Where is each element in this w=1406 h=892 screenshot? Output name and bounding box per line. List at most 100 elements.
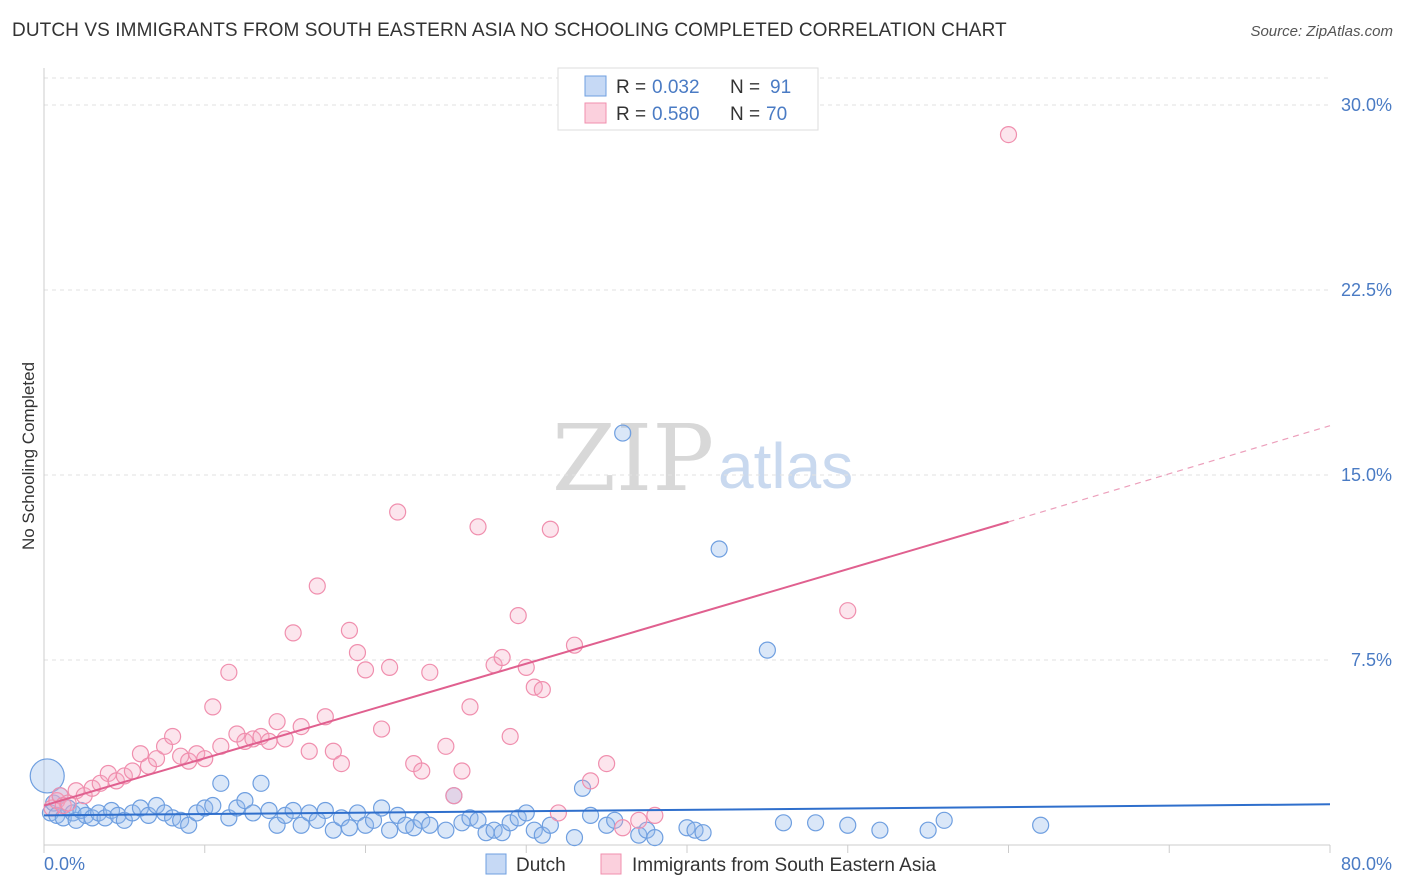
chart-source: Source: ZipAtlas.com <box>1250 23 1393 40</box>
dutch-point <box>252 774 270 792</box>
y-tick-label: 22.5% <box>1341 280 1392 300</box>
dutch-point <box>276 806 294 825</box>
dutch-point <box>694 824 712 842</box>
immigrants-point <box>300 742 318 760</box>
bottom-legend-swatch-dutch <box>485 853 507 875</box>
immigrants-point <box>268 713 286 731</box>
immigrants-point <box>188 745 206 763</box>
immigrants-point <box>614 819 632 837</box>
immigrants-point <box>541 520 559 538</box>
dutch-point <box>541 816 559 834</box>
immigrants-point <box>381 658 399 677</box>
dutch-point <box>919 821 937 839</box>
legend-swatch-immigrants <box>584 102 607 124</box>
immigrants-point <box>839 602 857 620</box>
immigrants-point <box>646 806 664 825</box>
stats-legend: R = 0.032 N = 91 R = 0.580 N = 70 <box>557 67 819 131</box>
x-tick-label-max: 80.0% <box>1341 854 1392 874</box>
immigrants-point <box>999 126 1018 144</box>
legend-r-value-dutch: 0.032 <box>652 77 700 98</box>
dutch-point <box>501 814 519 832</box>
immigrants-point <box>461 698 479 716</box>
immigrants-point <box>123 762 142 780</box>
dutch-point <box>180 816 198 834</box>
immigrants-point <box>284 624 302 642</box>
dutch-trend-line <box>43 803 1331 817</box>
dutch-point <box>1032 816 1050 834</box>
immigrants-point <box>549 804 568 822</box>
dutch-point <box>565 828 584 847</box>
dutch-point <box>155 804 174 822</box>
bottom-legend: Dutch Immigrants from South Eastern Asia <box>485 853 937 876</box>
dutch-point <box>774 814 793 832</box>
dutch-point <box>525 821 543 839</box>
immigrants-point <box>493 648 511 667</box>
immigrants-point <box>147 750 166 768</box>
dutch-point <box>437 821 455 839</box>
y-tick-labels: 7.5% 15.0% 22.5% 30.0% <box>1341 95 1392 670</box>
dutch-point <box>421 816 439 834</box>
legend-r-value-immigrants: 0.580 <box>652 104 700 125</box>
dutch-point <box>806 814 825 832</box>
immigrants-point <box>533 680 551 699</box>
dutch-point <box>517 804 535 822</box>
dutch-point <box>509 809 527 827</box>
dutch-point <box>29 758 65 794</box>
immigrants-point <box>324 742 342 760</box>
immigrants-point <box>220 663 238 681</box>
legend-r-label-dutch: R = <box>616 77 646 98</box>
dutch-point <box>614 424 632 442</box>
y-tick-label: 15.0% <box>1341 465 1392 485</box>
dutch-point <box>316 801 334 820</box>
watermark-zip: ZIP <box>552 405 714 512</box>
immigrants-point <box>356 661 375 679</box>
immigrants-point <box>389 503 407 521</box>
y-axis-label: No Schooling Completed <box>19 362 38 550</box>
bottom-legend-label-dutch: Dutch <box>516 855 566 876</box>
dutch-point <box>212 774 230 792</box>
dutch-point <box>381 821 399 839</box>
immigrants-point <box>348 643 367 662</box>
dutch-point <box>260 801 278 820</box>
dutch-point <box>292 816 310 834</box>
immigrants-point <box>164 727 182 746</box>
legend-swatch-dutch <box>584 75 607 97</box>
immigrants-point <box>453 762 471 780</box>
immigrants-point <box>131 745 150 763</box>
dutch-point <box>646 828 664 847</box>
dutch-point <box>758 641 776 659</box>
immigrants-point <box>501 727 519 746</box>
series-immigrants-points <box>43 126 1018 837</box>
immigrants-point <box>630 811 648 829</box>
gridlines <box>44 77 1330 661</box>
immigrants-point <box>469 518 487 536</box>
dutch-point <box>935 811 953 829</box>
watermark-atlas: atlas <box>718 430 853 502</box>
bottom-legend-label-immigrants: Immigrants from South Eastern Asia <box>632 855 937 876</box>
immigrants-point <box>340 621 359 640</box>
dutch-point <box>710 540 728 558</box>
chart-title: DUTCH VS IMMIGRANTS FROM SOUTH EASTERN A… <box>12 20 1007 41</box>
dutch-point <box>871 821 889 839</box>
immigrants-point <box>598 754 616 773</box>
legend-n-label-dutch: N = <box>730 77 760 98</box>
y-tick-label: 7.5% <box>1351 650 1392 670</box>
x-ticks <box>43 845 1331 853</box>
immigrants-trend-extension <box>1008 425 1331 523</box>
legend-r-label-immigrants: R = <box>616 104 646 125</box>
immigrants-point <box>332 754 350 773</box>
legend-n-value-immigrants: 70 <box>766 104 787 125</box>
immigrants-trend-line <box>43 520 1009 807</box>
immigrants-point <box>421 663 439 681</box>
immigrants-point <box>437 737 455 755</box>
dutch-point <box>204 796 222 815</box>
immigrants-point <box>445 787 463 805</box>
dutch-point <box>284 801 302 820</box>
legend-n-label-immigrants: N = <box>730 104 760 125</box>
immigrants-point <box>413 762 431 780</box>
immigrants-point <box>581 772 600 790</box>
y-tick-label: 30.0% <box>1341 95 1392 115</box>
dutch-point <box>356 816 375 834</box>
bottom-legend-swatch-immigrants <box>600 853 622 875</box>
